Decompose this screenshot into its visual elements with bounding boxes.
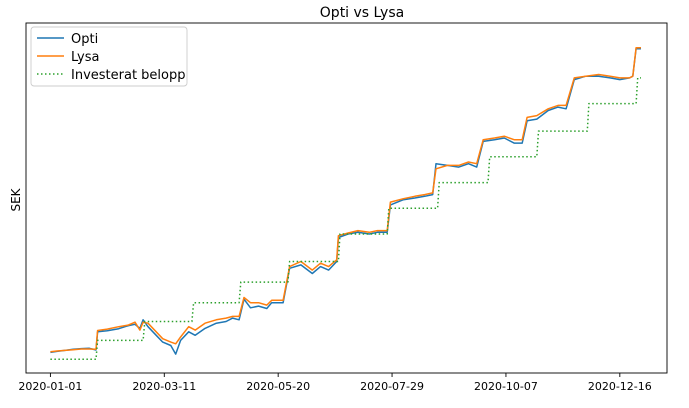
chart-title: Opti vs Lysa — [320, 5, 404, 21]
x-tick-label: 2020-07-29 — [360, 380, 424, 393]
x-tick-label: 2020-10-07 — [474, 380, 538, 393]
x-tick-label: 2020-12-16 — [588, 380, 652, 393]
x-tick-label: 2020-05-20 — [246, 380, 310, 393]
x-tick-label: 2020-03-11 — [132, 380, 196, 393]
legend-label: Opti — [71, 32, 98, 47]
axes-frame — [25, 22, 668, 374]
legend-label: Lysa — [71, 50, 99, 65]
y-axis-label: SEK — [9, 187, 23, 211]
series-layer — [50, 46, 641, 361]
legend-box — [30, 26, 188, 87]
series-line-3 — [50, 77, 641, 361]
legend-label: Investerat belopp — [71, 68, 186, 83]
x-tick-label: 2020-01-01 — [18, 380, 82, 393]
legend: Opti Lysa Investerat belopp — [30, 26, 188, 87]
series-line-2 — [50, 46, 641, 353]
x-axis-ticks: 2020-01-01 2020-03-11 2020-05-20 2020-07-29… — [18, 373, 652, 393]
